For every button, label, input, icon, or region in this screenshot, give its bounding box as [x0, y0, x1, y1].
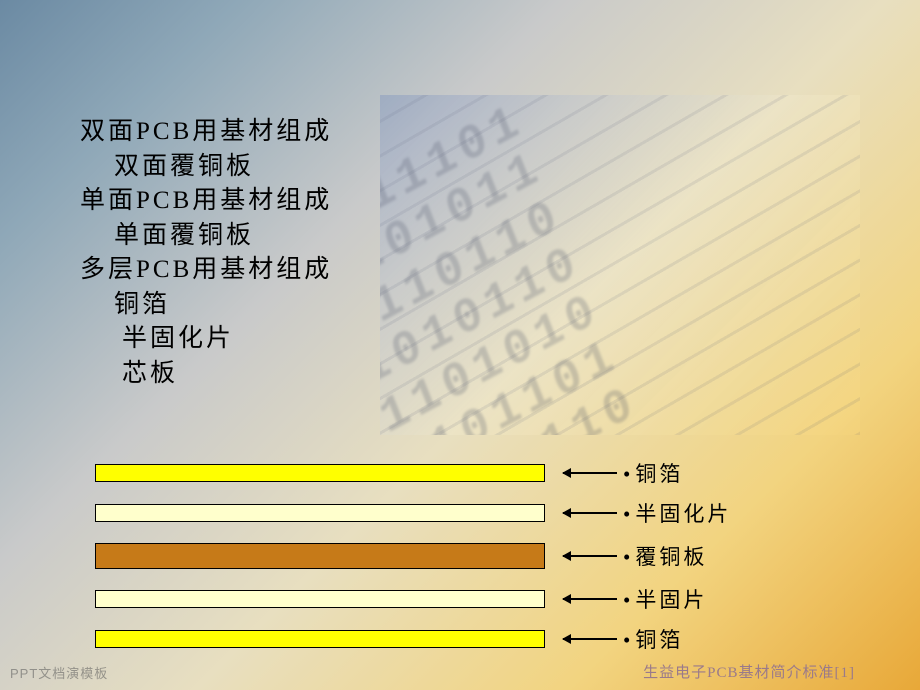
text-line: 双面PCB用基材组成 [80, 115, 332, 150]
layer-label: 铜箔 [623, 624, 683, 654]
layer-label: 覆铜板 [623, 541, 707, 571]
arrow-icon [545, 598, 623, 600]
layer-row: 半固化片 [95, 502, 835, 524]
layer-row: 半固片 [95, 588, 835, 610]
pcb-layers-diagram: 铜箔 半固化片 覆铜板 半固片 铜箔 [95, 462, 835, 668]
layer-label: 半固片 [623, 584, 707, 614]
layer-bar-prepreg-bottom [95, 590, 545, 608]
footer-right-text: 生益电子PCB基材简介标准[1] [643, 661, 855, 682]
footer-left-text: PPT文档演模板 [10, 663, 108, 682]
arrow-icon [545, 472, 623, 474]
text-line: 单面覆铜板 [80, 219, 332, 254]
layer-label: 铜箔 [623, 458, 683, 488]
main-text-block: 双面PCB用基材组成 双面覆铜板 单面PCB用基材组成 单面覆铜板 多层PCB用… [80, 115, 332, 391]
arrow-icon [545, 638, 623, 640]
text-line: 芯板 [80, 357, 332, 392]
binary-digits-text: 1011101 1101011 0110110 1010110 1101010 … [380, 95, 860, 435]
decorative-binary-image: 1011101 1101011 0110110 1010110 1101010 … [380, 95, 860, 435]
layer-bar-copper-top [95, 464, 545, 482]
arrow-icon [545, 555, 623, 557]
layer-bar-core [95, 543, 545, 569]
text-line: 铜箔 [80, 288, 332, 323]
text-line: 单面PCB用基材组成 [80, 184, 332, 219]
text-line: 多层PCB用基材组成 [80, 253, 332, 288]
layer-bar-copper-bottom [95, 630, 545, 648]
layer-row: 铜箔 [95, 462, 835, 484]
text-line: 半固化片 [80, 322, 332, 357]
layer-row: 覆铜板 [95, 542, 835, 570]
arrow-icon [545, 512, 623, 514]
layer-label: 半固化片 [623, 498, 731, 528]
text-line: 双面覆铜板 [80, 150, 332, 185]
layer-row: 铜箔 [95, 628, 835, 650]
layer-bar-prepreg-top [95, 504, 545, 522]
